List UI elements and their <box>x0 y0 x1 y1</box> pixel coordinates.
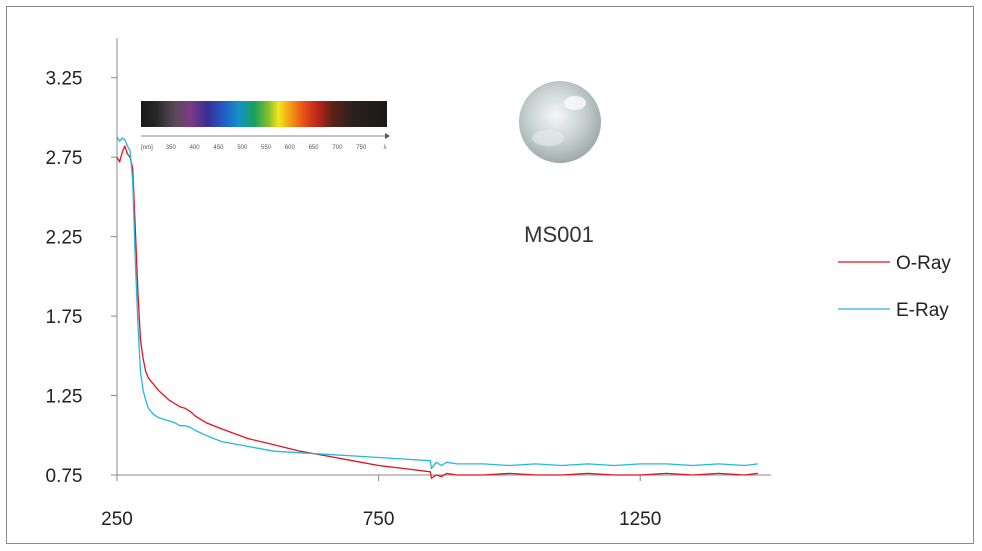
x-tick-label: 750 <box>363 509 395 530</box>
y-axis-ticks: 0.75 1.25 1.75 2.25 2.75 3.25 <box>46 69 117 487</box>
series-layer <box>116 136 758 479</box>
y-tick-label: 0.75 <box>46 466 83 487</box>
sample-sphere-image <box>519 81 601 163</box>
sample-label: MS001 <box>524 222 594 247</box>
legend: O-Ray E-Ray <box>838 253 951 321</box>
spectrum-label: 600 <box>285 145 296 151</box>
spectrum-label: 450 <box>213 145 224 151</box>
y-tick-label: 1.75 <box>46 307 83 328</box>
y-tick-label: 1.25 <box>46 387 83 408</box>
y-tick-label: 2.25 <box>46 228 83 249</box>
spectrum-label: [nm] <box>141 145 153 151</box>
spectrum-label: 650 <box>309 145 320 151</box>
series-line-e-ray <box>116 136 758 470</box>
spectrum-label: 700 <box>332 145 343 151</box>
spectrum-label: 750 <box>356 145 367 151</box>
spectrum-label: 400 <box>190 145 201 151</box>
x-axis-ticks: 250 750 1250 <box>101 475 661 530</box>
y-tick-label: 3.25 <box>46 69 83 90</box>
spectrum-scale-arrow <box>385 133 390 139</box>
legend-label-e-ray: E-Ray <box>896 300 949 321</box>
spectrum-bar <box>141 101 387 127</box>
y-tick-label: 2.75 <box>46 148 83 169</box>
spectrum-inset: [nm] 350 400 450 500 550 600 650 700 750 λ <box>141 101 390 151</box>
spectrum-label: λ <box>384 145 387 151</box>
legend-label-o-ray: O-Ray <box>896 253 951 274</box>
chart-frame <box>6 6 974 544</box>
spectrum-label: 500 <box>237 145 248 151</box>
series-line-o-ray <box>116 145 758 479</box>
spectrum-label: 550 <box>261 145 272 151</box>
x-tick-label: 250 <box>101 509 133 530</box>
x-tick-label: 1250 <box>619 509 661 530</box>
spectrum-labels: [nm] 350 400 450 500 550 600 650 700 750 λ <box>141 145 386 151</box>
spectrum-label: 350 <box>166 145 177 151</box>
